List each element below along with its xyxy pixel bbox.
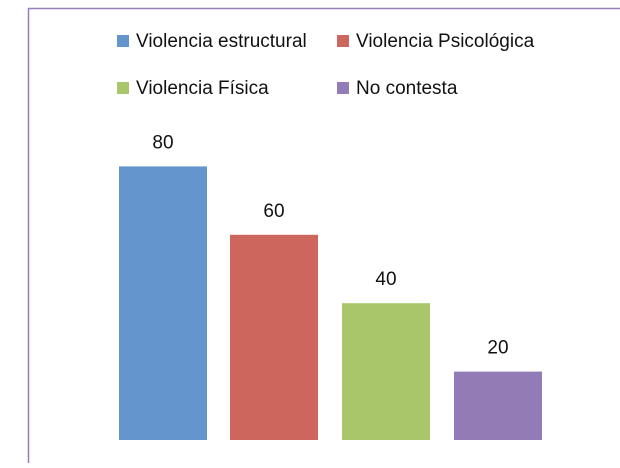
legend: Violencia estructural Violencia Psicológi… <box>117 31 535 99</box>
legend-label-1: Violencia estructural <box>136 31 307 52</box>
bars <box>119 166 542 440</box>
legend-label-4: No contesta <box>356 78 458 99</box>
legend-swatch-4 <box>337 82 349 94</box>
data-label-3: 40 <box>375 269 396 290</box>
data-label-4: 20 <box>487 338 508 359</box>
bar-2 <box>230 234 318 440</box>
bar-3 <box>342 303 430 440</box>
bar-1 <box>119 166 207 440</box>
legend-label-2: Violencia Psicológica <box>356 31 535 52</box>
legend-label-3: Violencia Física <box>136 78 269 99</box>
data-labels: 80 60 40 20 <box>152 132 508 358</box>
legend-swatch-3 <box>117 82 129 94</box>
legend-swatch-1 <box>117 35 129 47</box>
bar-4 <box>454 371 542 440</box>
legend-swatch-2 <box>337 35 349 47</box>
data-label-1: 80 <box>152 132 173 153</box>
data-label-2: 60 <box>263 201 284 222</box>
